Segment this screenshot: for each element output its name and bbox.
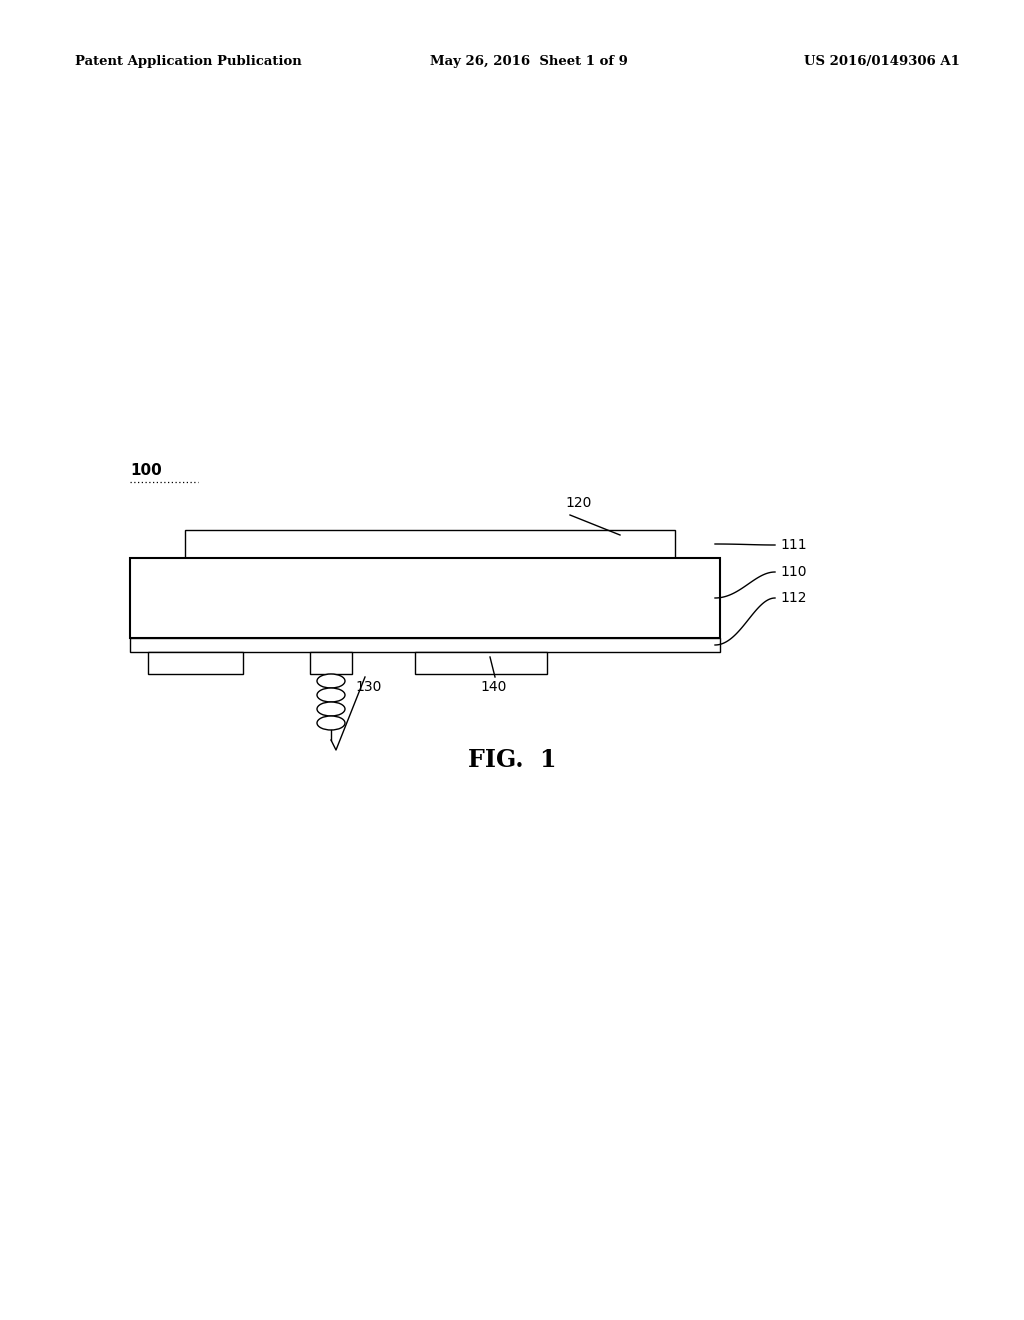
Ellipse shape xyxy=(317,688,345,702)
Text: Patent Application Publication: Patent Application Publication xyxy=(75,55,302,69)
Text: 130: 130 xyxy=(355,680,381,694)
Text: 112: 112 xyxy=(780,591,807,605)
Bar xyxy=(148,652,243,675)
Ellipse shape xyxy=(317,715,345,730)
Text: May 26, 2016  Sheet 1 of 9: May 26, 2016 Sheet 1 of 9 xyxy=(430,55,628,69)
Text: 111: 111 xyxy=(780,539,807,552)
Bar xyxy=(415,652,547,675)
Text: 120: 120 xyxy=(565,496,592,510)
Text: FIG.  1: FIG. 1 xyxy=(468,748,556,772)
Ellipse shape xyxy=(317,702,345,715)
Bar xyxy=(130,558,720,638)
Bar xyxy=(310,652,352,675)
Text: 140: 140 xyxy=(480,680,507,694)
Ellipse shape xyxy=(317,675,345,688)
Bar xyxy=(130,638,720,652)
Text: 100: 100 xyxy=(130,463,162,478)
Bar xyxy=(185,531,675,558)
Text: US 2016/0149306 A1: US 2016/0149306 A1 xyxy=(804,55,961,69)
Text: 110: 110 xyxy=(780,565,807,579)
